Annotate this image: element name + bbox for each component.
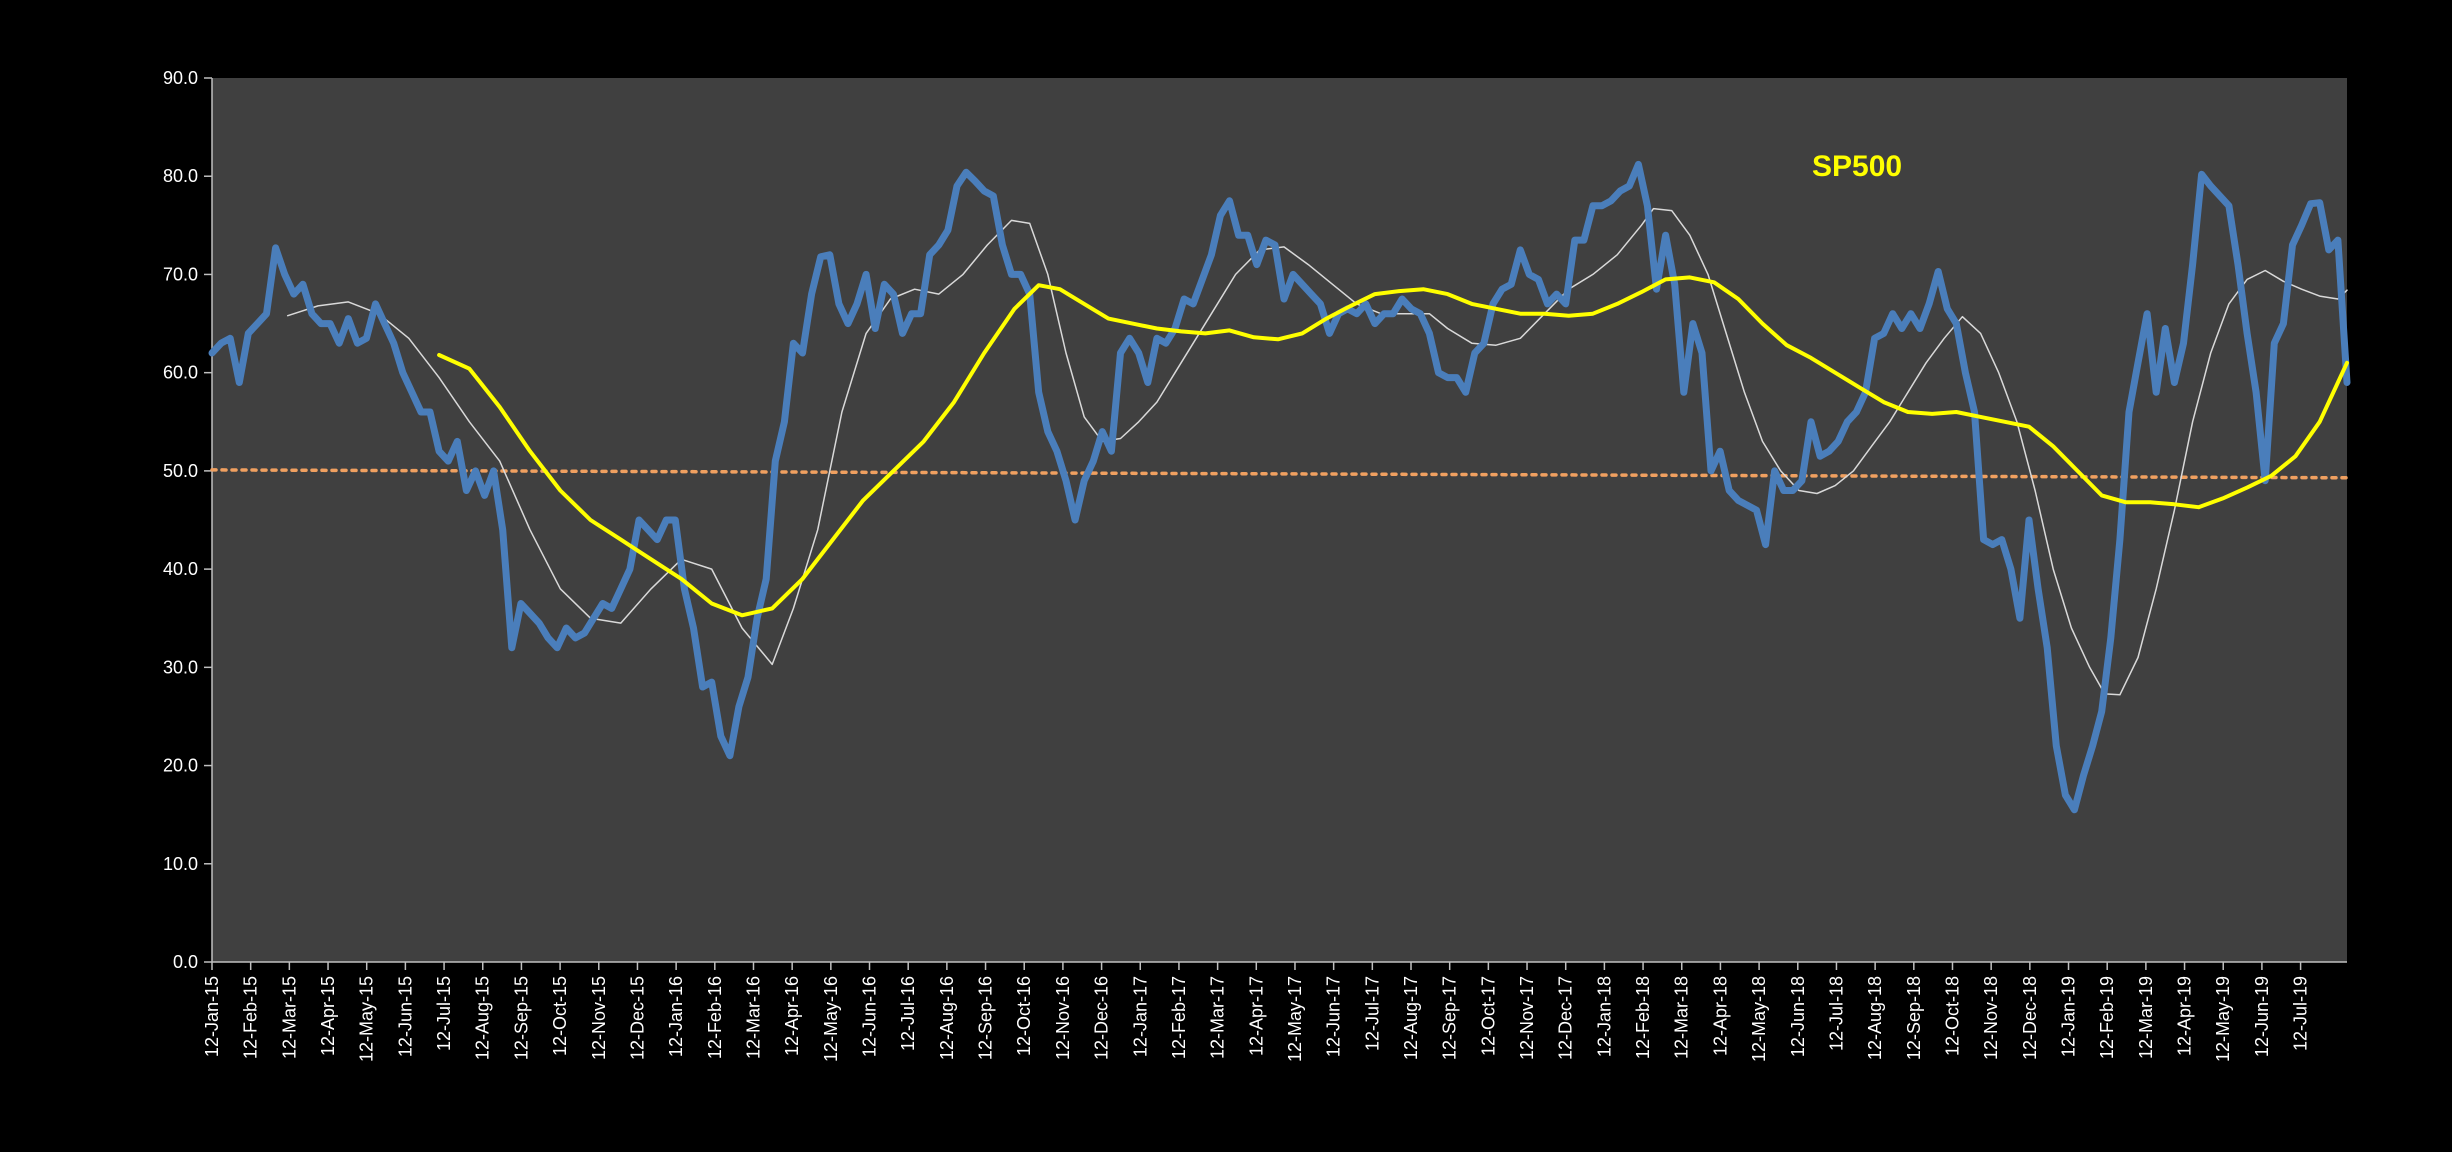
x-tick-label: 12-Sep-17 [1440, 976, 1460, 1060]
series-reference-line [210, 468, 2349, 480]
x-tick-label: 12-Sep-16 [976, 976, 996, 1060]
x-tick-label: 12-Jul-15 [434, 976, 454, 1051]
x-tick-label: 12-Dec-16 [1092, 976, 1112, 1060]
x-tick-label: 12-Dec-15 [627, 976, 647, 1060]
x-tick-label: 12-Nov-18 [1981, 976, 2001, 1060]
x-tick-label: 12-Dec-18 [2020, 976, 2040, 1060]
x-tick-label: 12-Apr-19 [2175, 976, 2195, 1056]
y-tick-label: 90.0 [163, 68, 198, 88]
series-short-ma-line [286, 207, 2348, 696]
x-tick-label: 12-Nov-15 [589, 976, 609, 1060]
series-long-ma-line [437, 275, 2349, 618]
chart-title: SP500 [1812, 150, 1902, 183]
x-tick-label: 12-May-18 [1749, 976, 1769, 1062]
x-tick-label: 12-Feb-16 [705, 976, 725, 1059]
x-tick-label: 12-Dec-17 [1556, 976, 1576, 1060]
x-tick-label: 12-Jun-18 [1788, 976, 1808, 1057]
x-tick-label: 12-Jul-18 [1826, 976, 1846, 1051]
x-tick-label: 12-Jun-16 [860, 976, 880, 1057]
x-axis: 12-Jan-15 12-Feb-15 12-Mar-15 12-Apr-15 12-M… [202, 961, 2347, 1062]
x-tick-label: 12-May-16 [821, 976, 841, 1062]
x-tick-label: 12-Mar-16 [743, 976, 763, 1059]
y-tick-label: 50.0 [163, 461, 198, 481]
x-tick-label: 12-Jul-16 [898, 976, 918, 1051]
x-tick-label: 12-May-15 [357, 976, 377, 1062]
x-tick-label: 12-Nov-16 [1053, 976, 1073, 1060]
x-tick-label: 12-Feb-15 [241, 976, 261, 1059]
x-tick-label: 12-Mar-19 [2136, 976, 2156, 1059]
y-axis: 0.0 10.0 20.0 30.0 40.0 50.0 60.0 70.0 80.0 90.0 [163, 68, 213, 972]
x-tick-label: 12-Jul-19 [2291, 976, 2311, 1051]
x-tick-label: 12-Feb-18 [1633, 976, 1653, 1059]
y-tick-label: 40.0 [163, 559, 198, 579]
x-tick-label: 12-Oct-17 [1478, 976, 1498, 1056]
x-tick-label: 12-Aug-17 [1401, 976, 1421, 1060]
x-tick-label: 12-Jun-17 [1324, 976, 1344, 1057]
x-tick-label: 12-Jul-17 [1362, 976, 1382, 1051]
y-tick-label: 30.0 [163, 657, 198, 677]
x-tick-label: 12-Aug-18 [1865, 976, 1885, 1060]
x-tick-label: 12-Sep-18 [1904, 976, 1924, 1060]
x-tick-label: 12-Oct-15 [550, 976, 570, 1056]
x-tick-label: 12-Feb-19 [2097, 976, 2117, 1059]
y-tick-label: 80.0 [163, 166, 198, 186]
x-tick-label: 12-Nov-17 [1517, 976, 1537, 1060]
x-tick-label: 12-Aug-16 [937, 976, 957, 1060]
x-tick-label: 12-May-19 [2213, 976, 2233, 1062]
y-tick-label: 0.0 [173, 952, 198, 972]
series-layer [208, 160, 2351, 814]
x-tick-label: 12-Jan-18 [1594, 976, 1614, 1057]
x-tick-label: 12-Jun-15 [395, 976, 415, 1057]
x-tick-label: 12-Oct-18 [1942, 976, 1962, 1056]
x-tick-label: 12-Apr-16 [782, 976, 802, 1056]
x-tick-label: 12-Mar-18 [1672, 976, 1692, 1059]
y-tick-label: 60.0 [163, 363, 198, 383]
x-tick-label: 12-Feb-17 [1169, 976, 1189, 1059]
x-tick-label: 12-Mar-15 [279, 976, 299, 1059]
x-tick-label: 12-Jan-19 [2059, 976, 2079, 1057]
x-tick-label: 12-Jan-15 [202, 976, 222, 1057]
x-tick-label: 12-Mar-17 [1208, 976, 1228, 1059]
y-tick-label: 70.0 [163, 264, 198, 284]
y-tick-label: 20.0 [163, 756, 198, 776]
x-tick-label: 12-Aug-15 [473, 976, 493, 1060]
plot-area [212, 78, 2347, 962]
x-tick-label: 12-May-17 [1285, 976, 1305, 1062]
x-tick-label: 12-Jan-16 [666, 976, 686, 1057]
x-tick-label: 12-Jan-17 [1130, 976, 1150, 1057]
y-tick-label: 10.0 [163, 854, 198, 874]
x-tick-label: 12-Apr-18 [1710, 976, 1730, 1056]
x-tick-label: 12-Apr-15 [318, 976, 338, 1056]
x-tick-label: 12-Sep-15 [511, 976, 531, 1060]
series-sp500-line [208, 160, 2351, 814]
x-tick-label: 12-Oct-16 [1014, 976, 1034, 1056]
x-tick-label: 12-Apr-17 [1246, 976, 1266, 1056]
x-tick-label: 12-Jun-19 [2252, 976, 2272, 1057]
